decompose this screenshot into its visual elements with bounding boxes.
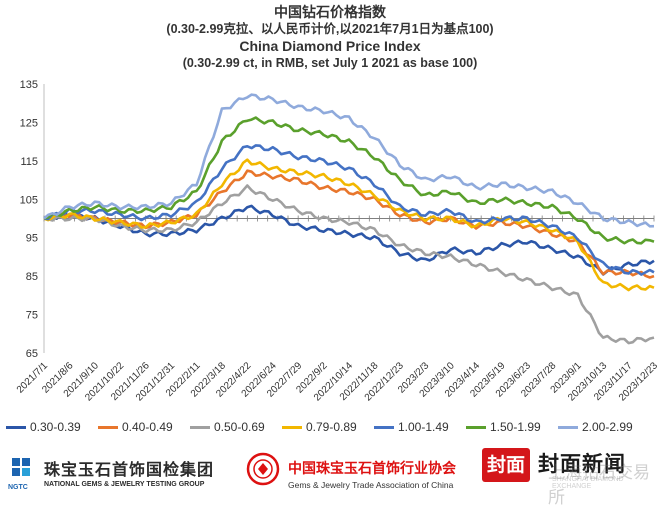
y-tick-label: 85 [26,271,38,283]
series-line-0.79-0.89 [43,158,655,292]
legend-item: 0.40-0.49 [98,420,173,434]
gac-seal-icon [246,452,280,486]
y-tick-label: 115 [20,156,38,168]
watermark-en: SHANGHAI DIAMOND EXCHANGE [552,476,624,490]
chart-title-cn: 中国钻石价格指数 [274,4,386,20]
fengmian-news-name: 封面新闻 [538,452,626,476]
legend-item: 0.30-0.39 [6,420,81,434]
chart-subtitle-cn: (0.30-2.99克拉、以人民币计价,以2021年7月1日为基点100) [166,22,494,36]
ngtc-abbr: NGTC [8,484,28,491]
legend-label: 0.40-0.49 [122,420,173,434]
legend-swatch [282,425,302,429]
series-line-0.30-0.39 [43,204,655,276]
chart-title-en: China Diamond Price Index [239,38,421,54]
y-tick-label: 95 [26,233,38,245]
chart-legend: 0.30-0.39 0.40-0.49 0.50-0.69 0.79-0.89 1.00… [6,420,660,438]
legend-swatch [98,425,118,429]
ngtc-name-en: NATIONAL GEMS & JEWELRY TESTING GROUP [44,481,205,488]
legend-label: 0.50-0.69 [214,420,265,434]
line-chart: 657585951051151251352021/7/12021/8/62021… [15,79,660,404]
gac-name-en: Gems & Jewelry Trade Association of Chin… [288,480,454,490]
legend-label: 2.00-2.99 [582,420,633,434]
legend-swatch [190,425,210,429]
gac-name-cn: 中国珠宝玉石首饰行业协会 [288,461,456,477]
footer-logos: NGTC 珠宝玉石首饰国检集团 NATIONAL GEMS & JEWELRY … [0,448,660,508]
y-tick-label: 125 [20,117,38,129]
series-line-0.50-0.69 [43,184,655,345]
ngtc-brand: 珠宝玉石首饰国检集团 NATIONAL GEMS & JEWELRY TESTI… [44,456,214,488]
legend-item: 1.50-1.99 [466,420,541,434]
legend-item: 2.00-2.99 [558,420,633,434]
series-line-1.00-1.49 [43,144,655,276]
legend-label: 0.79-0.89 [306,420,357,434]
fengmian-logo-box: 封面 [482,448,530,482]
legend-swatch [6,425,26,429]
series-line-2.00-2.99 [43,93,655,228]
legend-label: 0.30-0.39 [30,420,81,434]
y-tick-label: 135 [20,79,38,91]
ngtc-logo-icon [12,458,30,476]
chart-subtitle-en: (0.30-2.99 ct, in RMB, set July 1 2021 a… [182,56,478,70]
legend-item: 1.00-1.49 [374,420,449,434]
gac-brand: 中国珠宝玉石首饰行业协会 Gems & Jewelry Trade Associ… [288,458,456,490]
legend-swatch [466,425,486,429]
y-tick-label: 65 [26,348,38,360]
legend-label: 1.00-1.49 [398,420,449,434]
legend-swatch [374,425,394,429]
legend-item: 0.79-0.89 [282,420,357,434]
chart-titles: 中国钻石价格指数 (0.30-2.99克拉、以人民币计价,以2021年7月1日为… [0,4,660,72]
y-tick-label: 105 [20,194,38,206]
legend-swatch [558,425,578,429]
legend-label: 1.50-1.99 [490,420,541,434]
series-line-1.50-1.99 [43,116,655,245]
ngtc-name-cn: 珠宝玉石首饰国检集团 [44,460,215,479]
y-tick-label: 75 [26,310,38,322]
legend-item: 0.50-0.69 [190,420,265,434]
